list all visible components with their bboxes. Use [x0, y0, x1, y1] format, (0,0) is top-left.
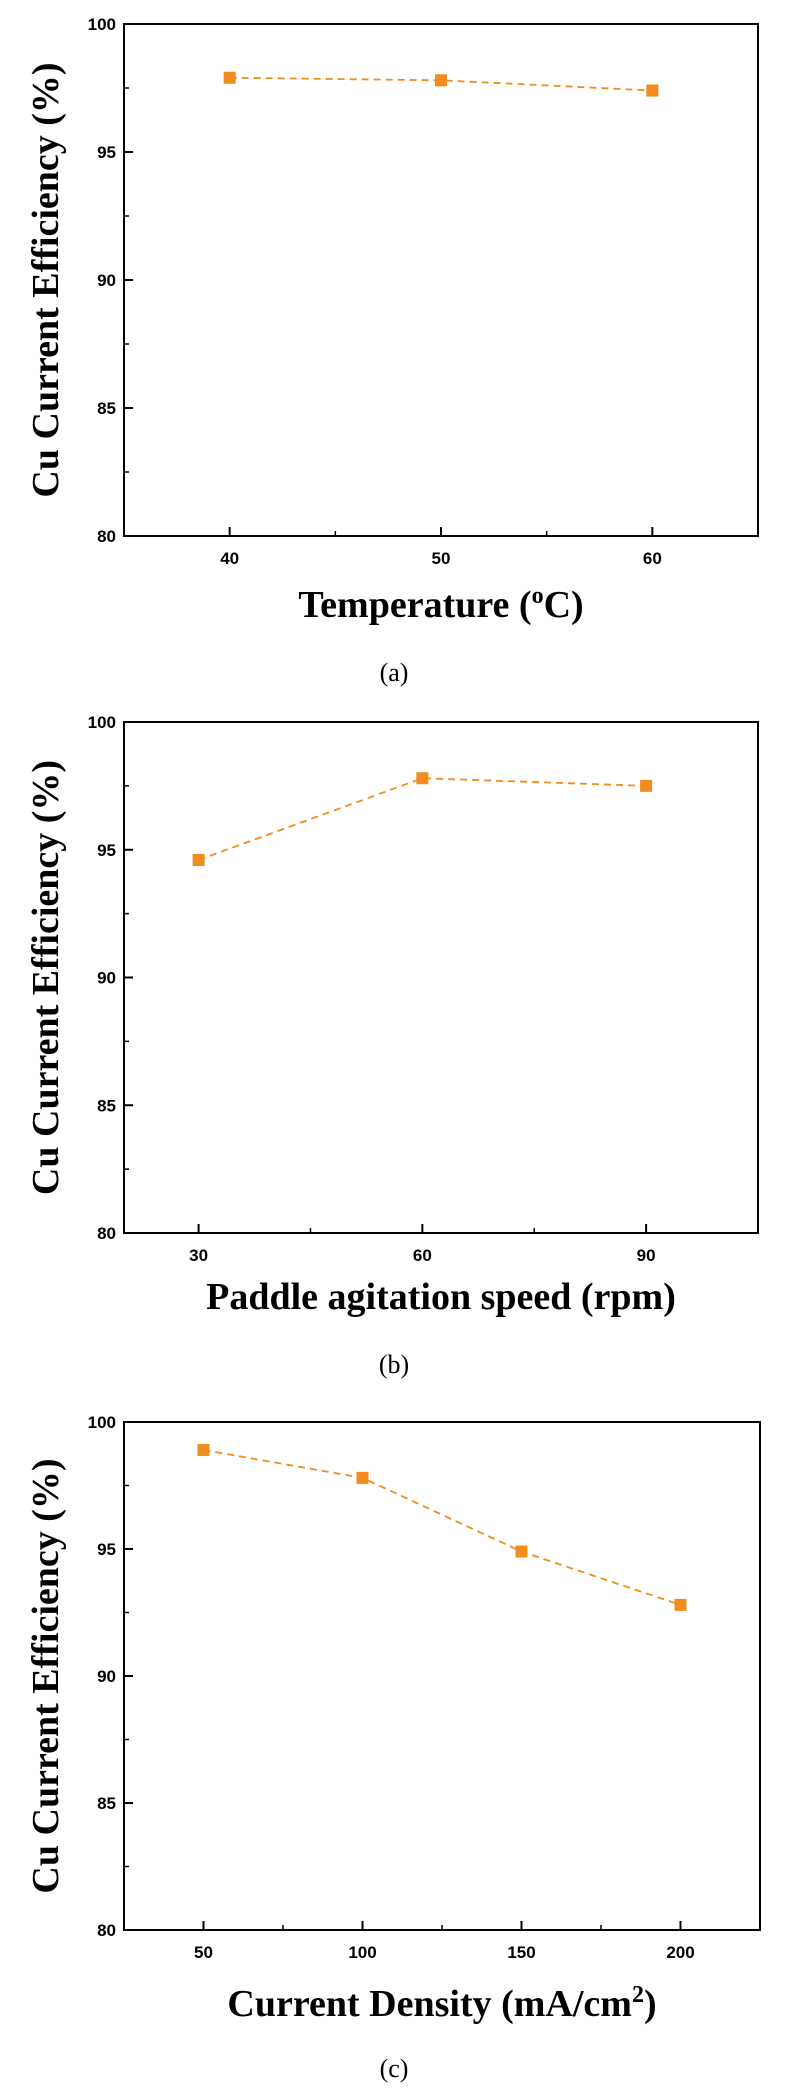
- chart-a-x-axis-label: Temperature (oC): [298, 583, 583, 626]
- chart-a-data-point: [646, 84, 659, 97]
- chart-a-x-axis-label-sup: o: [532, 583, 544, 609]
- chart-c-data-point: [674, 1598, 687, 1611]
- chart-c-x-tick-label: 100: [348, 1943, 376, 1962]
- chart-c-caption: (c): [380, 2054, 409, 2083]
- chart-a-y-tick-label: 95: [97, 143, 116, 162]
- chart-c-y-tick-label: 100: [88, 1413, 116, 1432]
- chart-a-x-axis-label-main: Temperature (: [298, 584, 531, 626]
- chart-c-y-tick-label: 90: [97, 1667, 116, 1686]
- chart-panel-b: 80 85 90 95 100 30 60 90 Cu Current Efficiency (…: [25, 713, 759, 1379]
- chart-a-plot-frame: [123, 23, 759, 537]
- chart-b-y-tick-label: 90: [97, 969, 116, 988]
- chart-a-data-point: [223, 71, 236, 84]
- chart-panel-c: 80 85 90 95 100 50 100 150 200 Cu Current Efficie…: [25, 1413, 761, 2083]
- chart-b-x-tick-label: 30: [189, 1246, 208, 1265]
- chart-c-x-tick-label: 200: [666, 1943, 694, 1962]
- chart-b-y-axis-label: Cu Current Efficiency (%): [25, 760, 67, 1195]
- chart-a-y-tick-label: 80: [97, 527, 116, 546]
- chart-c-x-axis-label-end: ): [644, 1983, 657, 2025]
- chart-a-caption: (a): [380, 658, 409, 687]
- chart-c-x-tick-label: 50: [194, 1943, 213, 1962]
- chart-b-data-point: [192, 853, 205, 866]
- chart-c-data-point: [356, 1471, 369, 1484]
- chart-c-y-axis-label: Cu Current Efficiency (%): [25, 1458, 67, 1893]
- chart-a-y-tick-label: 100: [88, 15, 116, 34]
- chart-a-x-tick-label: 40: [220, 549, 239, 568]
- chart-panel-a: 80 85 90 95 100 40 50 60 Cu Current Efficiency (…: [25, 15, 759, 687]
- chart-c-x-tick-label: 150: [507, 1943, 535, 1962]
- chart-b-y-tick-label: 85: [97, 1096, 116, 1115]
- chart-c-data-point: [515, 1545, 528, 1558]
- chart-a-x-axis-label-end: C): [544, 584, 584, 626]
- chart-b-caption: (b): [379, 1350, 409, 1379]
- chart-b-series-line: [198, 777, 647, 861]
- chart-c-x-axis-label-main: Current Density (mA/cm: [227, 1983, 632, 2025]
- chart-c-series-line: [203, 1449, 681, 1606]
- chart-a-data-point: [435, 74, 447, 87]
- chart-b-data-point: [416, 772, 429, 785]
- chart-a-y-tick-label: 90: [97, 271, 116, 290]
- chart-a-x-tick-label: 60: [643, 549, 662, 568]
- chart-b-plot-frame: [123, 721, 759, 1234]
- chart-c-y-tick-label: 85: [97, 1794, 116, 1813]
- chart-c-data-point: [197, 1443, 210, 1456]
- chart-a-y-axis-label: Cu Current Efficiency (%): [25, 62, 67, 497]
- chart-b-x-tick-label: 90: [637, 1246, 656, 1265]
- chart-b-y-tick-label: 100: [88, 713, 116, 732]
- chart-b-y-tick-label: 95: [97, 841, 116, 860]
- chart-b-x-tick-label: 60: [413, 1246, 432, 1265]
- chart-b-data-point: [640, 779, 653, 792]
- chart-a-series-line: [229, 76, 653, 92]
- chart-a-x-tick-label: 50: [432, 549, 451, 568]
- chart-c-y-tick-label: 95: [97, 1540, 116, 1559]
- chart-b-x-axis-label-main: Paddle agitation speed (rpm): [206, 1276, 676, 1318]
- chart-a-y-tick-label: 85: [97, 399, 116, 418]
- chart-b-y-tick-label: 80: [97, 1224, 116, 1243]
- chart-c-plot-frame: [123, 1421, 761, 1931]
- chart-b-x-axis-label: Paddle agitation speed (rpm): [206, 1276, 676, 1318]
- chart-c-y-tick-label: 80: [97, 1921, 116, 1940]
- chart-c-x-axis-label-sup: 2: [632, 1982, 644, 2008]
- chart-c-x-axis-label: Current Density (mA/cm2): [227, 1982, 656, 2025]
